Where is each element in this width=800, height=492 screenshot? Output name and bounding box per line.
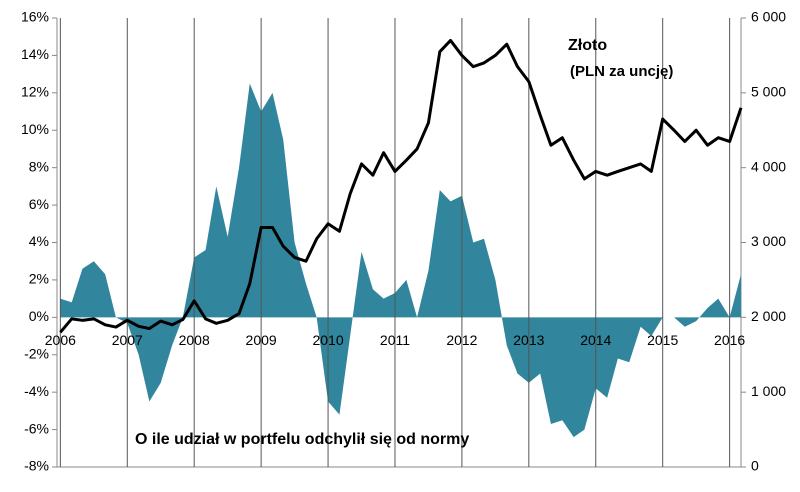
y2-tick-label: 3 000 [751,233,786,249]
x-tick-label: 2014 [580,332,611,348]
annotation: Złoto [568,37,607,54]
x-tick-label: 2008 [179,332,210,348]
y-tick-label: 6% [29,196,49,212]
plot: 2006 2007 2008 2009 2010 2011 2012 2013 2014 2015… [45,18,745,467]
line [59,38,743,334]
y-tick-label: 2% [29,271,49,287]
x-tick-label: 2010 [312,332,343,348]
y-tick-label: 0% [29,308,49,324]
y2-tick-label: 4 000 [751,158,786,174]
y-tick-label: 8% [29,158,49,174]
y2-tick-label: 2 000 [751,308,786,324]
y-tick-label: 14% [21,46,49,62]
y-tick-label: 10% [21,121,49,137]
y-tick-label: 16% [21,9,49,25]
x-tick-label: 2007 [112,332,143,348]
x-tick-label: 2009 [246,332,277,348]
x-tick-label: 2013 [513,332,544,348]
x-tick-label: 2015 [647,332,678,348]
y2-tick-label: 6 000 [751,9,786,25]
y-tick-label: 4% [29,233,49,249]
y-tick-label: -2% [24,345,49,361]
y-tick-label: 12% [21,84,49,100]
y2-tick-label: 5 000 [751,84,786,100]
y2-tick-label: 0 [751,458,759,474]
area [60,83,742,438]
annotation: O ile udział w portfelu odchylił się od … [135,431,469,448]
y-tick-label: -4% [24,383,49,399]
x-tick-label: 2006 [45,332,76,348]
x-tick-label: 2011 [380,332,410,348]
y-tick-label: -8% [24,458,49,474]
annotation: (PLN za uncję) [570,63,673,80]
y-tick-label: -6% [24,420,49,436]
x-tick-label: 2012 [446,332,477,348]
x-tick-label: 2016 [714,332,745,348]
y2-tick-label: 1 000 [751,383,786,399]
